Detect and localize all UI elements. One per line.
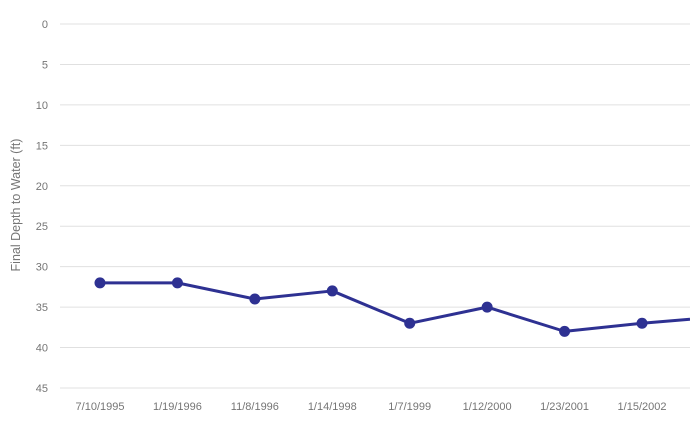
data-point bbox=[481, 301, 493, 313]
x-tick-label: 1/23/2001 bbox=[540, 401, 589, 413]
x-tick-label: 1/12/2000 bbox=[463, 401, 512, 413]
y-tick-label-15: 15 bbox=[36, 140, 48, 152]
x-tick-label: 7/10/1995 bbox=[76, 401, 125, 413]
data-point bbox=[404, 317, 416, 329]
y-tick-label-40: 40 bbox=[36, 343, 48, 355]
data-point bbox=[249, 293, 261, 305]
y-tick-label-35: 35 bbox=[36, 302, 48, 314]
data-point bbox=[636, 317, 648, 329]
y-tick-label-5: 5 bbox=[42, 59, 48, 71]
y-tick-label-20: 20 bbox=[36, 181, 48, 193]
data-point bbox=[559, 325, 571, 337]
x-tick-label: 1/15/2002 bbox=[618, 401, 667, 413]
x-tick-label: 1/14/1998 bbox=[308, 401, 357, 413]
data-point bbox=[326, 285, 338, 297]
x-tick-label: 1/7/1999 bbox=[388, 401, 431, 413]
y-tick-label-10: 10 bbox=[36, 100, 48, 112]
y-tick-label-45: 45 bbox=[36, 383, 48, 395]
y-tick-label-0: 0 bbox=[42, 19, 48, 31]
x-tick-label: 1/19/1996 bbox=[153, 401, 202, 413]
y-tick-label-30: 30 bbox=[36, 262, 48, 274]
data-point bbox=[171, 277, 183, 289]
x-tick-label: 11/8/1996 bbox=[231, 401, 279, 413]
y-tick-label-25: 25 bbox=[36, 221, 48, 233]
data-point bbox=[94, 277, 106, 289]
